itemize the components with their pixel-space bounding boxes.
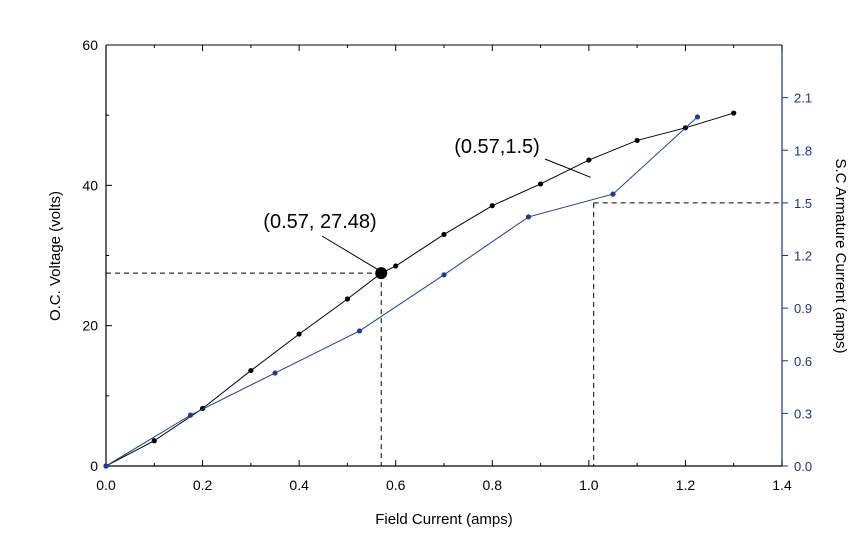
- y-right-tick-label: 0.0: [794, 459, 812, 474]
- y-right-tick-label: 1.2: [794, 249, 812, 264]
- annotation-leader-line: [321, 235, 378, 270]
- sc-current-point: [441, 272, 447, 278]
- sc-current-point: [356, 328, 363, 334]
- oc-voltage-point: [344, 296, 351, 302]
- highlight-point: [375, 267, 388, 280]
- axes-layer: 0.0 0.2 0.4 0.6 0.8 1.0 1.2 1.4 0 20 40 60 0.0 0.3 0.6…: [82, 37, 812, 493]
- oc-voltage-point: [537, 181, 544, 187]
- y-left-tick-label: 60: [82, 37, 98, 53]
- x-tick-label: 1.2: [676, 477, 696, 493]
- x-tick-label: 0.8: [483, 477, 503, 493]
- sc-current-line: [105, 116, 698, 467]
- y-right-tick-label: 0.6: [794, 354, 812, 369]
- oc-voltage-point: [634, 137, 640, 144]
- x-axis-title: Field Current (amps): [375, 511, 513, 528]
- sc-current-point: [694, 114, 701, 120]
- sc-current-point: [610, 191, 616, 197]
- y-axis-right-title: S.C Armature Current (amps): [832, 158, 849, 353]
- oc-voltage-point: [586, 157, 592, 163]
- reference-lines-layer: [106, 202, 782, 466]
- y-left-tick-label: 0: [90, 458, 98, 474]
- y-right-tick-label: 1.8: [794, 143, 812, 158]
- oc-voltage-point: [296, 331, 302, 337]
- oc-voltage-point: [248, 367, 254, 374]
- oc-voltage-point: [731, 110, 737, 116]
- x-tick-label: 1.4: [772, 477, 792, 493]
- x-tick-label: 0.2: [193, 477, 213, 493]
- annotation-leader-line: [544, 158, 591, 178]
- sc-current-point: [272, 370, 278, 376]
- y-right-tick-label: 0.3: [794, 406, 812, 421]
- y-axis-left-title: O.C. Voltage (volts): [47, 191, 64, 321]
- x-tick-label: 0.6: [386, 477, 406, 493]
- oc-voltage-point: [489, 203, 495, 209]
- oc-voltage-point: [393, 263, 399, 269]
- sc-current-point: [187, 412, 194, 418]
- annotation-label: (0.57, 27.48): [263, 211, 376, 233]
- y-left-tick-label: 20: [82, 318, 98, 334]
- annotations-layer: (0.57, 27.48) (0.57,1.5): [263, 136, 591, 280]
- series-layer: [103, 110, 737, 469]
- x-tick-label: 1.0: [579, 477, 599, 493]
- annotation-label: (0.57,1.5): [454, 136, 540, 158]
- sc-current-point: [525, 214, 532, 220]
- y-left-tick-label: 40: [82, 177, 98, 193]
- y-right-tick-label: 1.5: [794, 196, 812, 211]
- y-right-tick-label: 0.9: [794, 301, 812, 316]
- x-tick-label: 0.0: [96, 477, 116, 493]
- y-right-tick-label: 2.1: [794, 91, 812, 106]
- oc-voltage-point: [441, 231, 447, 238]
- sc-current-point: [103, 463, 109, 469]
- oc-voltage-point: [151, 438, 157, 444]
- oc-voltage-line: [105, 112, 734, 467]
- x-tick-label: 0.4: [289, 477, 309, 493]
